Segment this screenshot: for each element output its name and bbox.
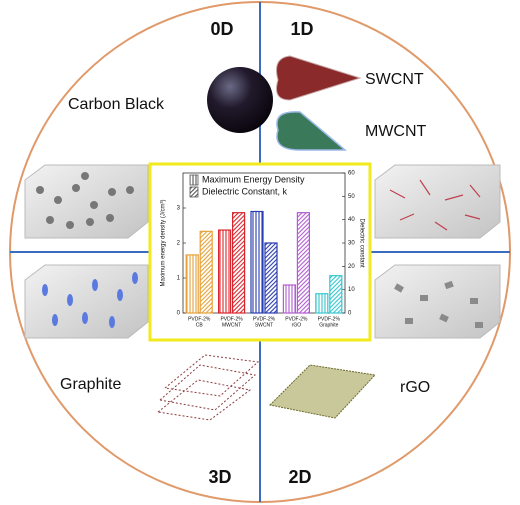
bar	[315, 293, 329, 314]
material-label: SWCNT	[365, 71, 424, 88]
bar	[282, 284, 296, 314]
bar	[296, 212, 310, 314]
x-tick-label: MWCNT	[222, 322, 241, 328]
bar	[250, 210, 264, 314]
y-tick-label: 2	[177, 241, 181, 247]
dimension-label: 2D	[288, 467, 311, 487]
rgo-fillers	[394, 280, 483, 328]
graphite-sheets	[156, 354, 260, 421]
bar	[185, 254, 199, 314]
x-tick-label: PVDF-2%	[253, 316, 276, 322]
y-tick-label: 3	[177, 206, 181, 212]
x-tick-label: PVDF-2%	[285, 316, 308, 322]
y2-tick-label: 0	[348, 311, 352, 317]
x-tick-label: PVDF-2%	[318, 316, 341, 322]
graphite-fillers	[42, 272, 138, 328]
y-tick-label: 0	[177, 311, 181, 317]
x-tick-label: rGO	[292, 322, 302, 328]
y2-tick-label: 10	[348, 287, 355, 293]
rgo-sheet	[268, 364, 377, 419]
y2-tick-label: 20	[348, 264, 355, 270]
x-tick-label: CB	[196, 322, 204, 328]
legend-swatch	[189, 174, 199, 186]
material-label: Carbon Black	[68, 96, 165, 113]
material-label: MWCNT	[365, 123, 427, 140]
y2-tick-label: 50	[348, 194, 355, 200]
y-tick-label: 1	[177, 276, 181, 282]
bar	[199, 230, 213, 314]
cnt-fillers	[389, 179, 481, 231]
bar	[218, 229, 232, 314]
bar	[232, 212, 246, 314]
bar	[264, 242, 278, 314]
y2-tick-label: 30	[348, 241, 355, 247]
material-label: rGO	[400, 379, 430, 396]
legend-label: Dielectric Constant, k	[202, 186, 288, 196]
x-tick-label: Graphite	[319, 322, 338, 328]
legend-swatch	[189, 186, 199, 198]
mwcnt-illustration	[276, 111, 348, 151]
swcnt-illustration	[276, 55, 362, 101]
y-axis-title: Maximum energy density (J/cm³)	[161, 199, 167, 286]
x-tick-label: PVDF-2%	[220, 316, 243, 322]
material-label: Graphite	[60, 376, 121, 393]
y2-tick-label: 60	[348, 171, 355, 177]
cb-particles	[36, 172, 134, 229]
carbon-black-sphere	[207, 67, 273, 133]
bar	[329, 275, 343, 314]
dimension-label: 1D	[290, 19, 313, 39]
y2-axis-title: Dielectric constant	[358, 218, 364, 267]
legend-label: Maximum Energy Density	[202, 174, 305, 184]
x-tick-label: PVDF-2%	[188, 316, 211, 322]
x-tick-label: SWCNT	[255, 322, 273, 328]
y2-tick-label: 40	[348, 217, 355, 223]
dimension-label: 0D	[210, 19, 233, 39]
dimension-label: 3D	[208, 467, 231, 487]
